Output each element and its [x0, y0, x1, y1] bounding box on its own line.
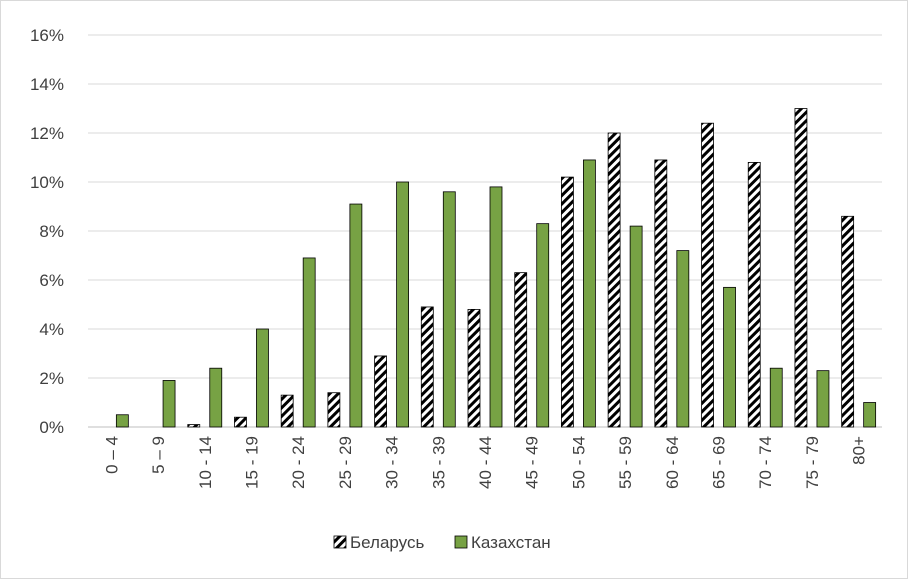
bar-kazakhstan: [816, 370, 830, 428]
bar-belarus: [514, 272, 528, 428]
y-tick-label: 16%: [30, 26, 64, 45]
bar-kazakhstan: [349, 203, 363, 428]
bar-kazakhstan: [863, 402, 877, 428]
bars: [115, 108, 877, 428]
bar-kazakhstan: [629, 225, 643, 428]
bar-belarus: [607, 132, 621, 428]
y-tick-label: 10%: [30, 173, 64, 192]
bar-belarus: [701, 122, 714, 428]
y-tick-label: 4%: [39, 320, 64, 339]
x-axis-tick-labels: 0 – 4 5 – 9 10 - 14 15 - 19 20 - 24 25 - 29 30…: [102, 436, 868, 489]
legend-swatch-kazakhstan: [454, 535, 468, 549]
y-tick-label: 0%: [39, 418, 64, 437]
bar-belarus: [187, 424, 201, 428]
legend: Беларусь Казахстан: [333, 533, 551, 552]
bar-belarus: [374, 355, 387, 428]
x-tick-label: 5 – 9: [149, 436, 168, 474]
bar-belarus: [327, 392, 341, 428]
bar-kazakhstan: [302, 257, 316, 428]
x-tick-label: 35 - 39: [429, 436, 448, 489]
bar-kazakhstan: [442, 191, 456, 428]
bar-belarus: [234, 416, 247, 428]
bar-kazakhstan: [489, 186, 503, 428]
x-tick-label: 55 - 59: [616, 436, 635, 489]
gridlines: [88, 34, 882, 428]
x-tick-label: 75 - 79: [803, 436, 822, 489]
bar-kazakhstan: [209, 367, 223, 428]
y-axis-tick-labels: 0% 2% 4% 6% 8% 10% 12% 14% 16%: [30, 26, 64, 437]
bar-kazakhstan: [676, 250, 690, 428]
bar-belarus: [841, 215, 855, 428]
bar-belarus: [794, 108, 808, 428]
legend-swatch-belarus: [333, 535, 347, 549]
x-tick-label: 70 - 74: [756, 436, 775, 489]
bar-belarus: [467, 308, 481, 428]
bar-belarus: [280, 394, 294, 428]
bar-kazakhstan: [769, 367, 783, 428]
y-tick-label: 8%: [39, 222, 64, 241]
bar-belarus: [420, 306, 434, 428]
x-tick-label: 25 - 29: [336, 436, 355, 489]
bar-kazakhstan: [115, 414, 129, 428]
bar-belarus: [747, 161, 761, 428]
x-tick-label: 10 - 14: [196, 436, 215, 489]
x-tick-label: 40 - 44: [476, 436, 495, 489]
legend-label-kazakhstan: Казахстан: [471, 533, 551, 552]
legend-label-belarus: Беларусь: [350, 533, 424, 552]
x-tick-label: 45 - 49: [523, 436, 542, 489]
bar-kazakhstan: [256, 328, 269, 428]
x-tick-label: 50 - 54: [569, 436, 588, 489]
bar-kazakhstan: [396, 181, 409, 428]
x-tick-label: 65 - 69: [710, 436, 729, 489]
bar-belarus: [654, 159, 668, 428]
bar-kazakhstan: [723, 286, 736, 428]
x-tick-label: 20 - 24: [289, 436, 308, 489]
x-tick-label: 60 - 64: [663, 436, 682, 489]
x-tick-label: 15 - 19: [242, 436, 261, 489]
bar-kazakhstan: [583, 159, 596, 428]
bar-belarus: [561, 176, 574, 428]
y-tick-label: 2%: [39, 369, 64, 388]
x-tick-label: 0 – 4: [102, 436, 121, 474]
y-tick-label: 14%: [30, 75, 64, 94]
y-tick-label: 12%: [30, 124, 64, 143]
bar-kazakhstan: [162, 380, 176, 428]
x-tick-label: 80+: [850, 436, 869, 465]
x-tick-label: 30 - 34: [383, 436, 402, 489]
y-tick-label: 6%: [39, 271, 64, 290]
bar-kazakhstan: [536, 223, 550, 428]
